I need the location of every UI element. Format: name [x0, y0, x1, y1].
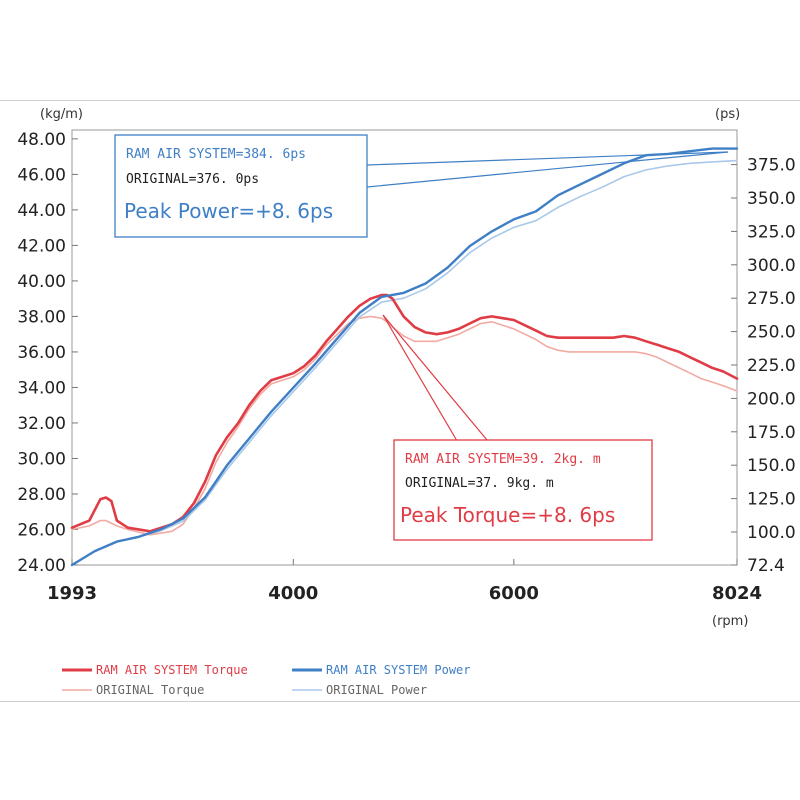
x-axis-unit: (rpm)	[712, 614, 748, 629]
right-tick-label: 350.0	[747, 189, 796, 209]
right-tick-label: 225.0	[747, 356, 796, 376]
left-tick-label: 34.00	[17, 378, 66, 398]
left-tick-label: 26.00	[17, 520, 66, 540]
legend-label-ram-torque: RAM AIR SYSTEM Torque	[96, 663, 248, 677]
right-tick-label: 300.0	[747, 256, 796, 276]
x-axis: 1993 4000 6000 8024	[47, 559, 762, 604]
right-tick-label: 250.0	[747, 323, 796, 343]
x-tick-label: 6000	[489, 583, 539, 604]
series-line-ram-air-system-torque	[70, 293, 739, 533]
right-tick-label: 100.0	[747, 523, 796, 543]
left-tick-label: 28.00	[17, 485, 66, 505]
power-original-value: ORIGINAL=376. 0ps	[126, 172, 259, 187]
left-tick-label: 38.00	[17, 307, 66, 327]
left-tick-label: 36.00	[17, 343, 66, 363]
right-axis: 72.4 100.0 125.0 150.0 175.0 200.0 225.0 250.0 2…	[731, 156, 796, 576]
legend-label-ram-power: RAM AIR SYSTEM Power	[326, 663, 471, 677]
right-axis-unit: (ps)	[715, 107, 740, 122]
right-tick-label: 275.0	[747, 289, 796, 309]
x-tick-label: 8024	[712, 583, 762, 604]
right-tick-label: 200.0	[747, 389, 796, 409]
left-tick-label: 46.00	[17, 165, 66, 185]
right-tick-label: 175.0	[747, 423, 796, 443]
series-layer	[70, 147, 739, 567]
series-line-ram-air-system-power	[70, 147, 739, 567]
peak-power-gain: Peak Power=+8. 6ps	[124, 199, 333, 223]
left-tick-label: 42.00	[17, 236, 66, 256]
left-tick-label: 40.00	[17, 272, 66, 292]
legend-label-original-torque: ORIGINAL Torque	[96, 683, 204, 697]
legend: RAM AIR SYSTEM Torque RAM AIR SYSTEM Pow…	[62, 663, 471, 697]
peak-torque-gain: Peak Torque=+8. 6ps	[400, 503, 615, 527]
left-axis-unit: (kg/m)	[40, 107, 83, 122]
x-tick-label: 4000	[268, 583, 318, 604]
right-tick-label: 125.0	[747, 490, 796, 510]
right-tick-label: 325.0	[747, 222, 796, 242]
left-tick-label: 24.00	[17, 556, 66, 576]
left-tick-label: 30.00	[17, 449, 66, 469]
torque-callout-box: RAM AIR SYSTEM=39. 2kg. m ORIGINAL=37. 9…	[393, 439, 653, 541]
torque-ram-air-value: RAM AIR SYSTEM=39. 2kg. m	[405, 452, 601, 467]
torque-original-value: ORIGINAL=37. 9kg. m	[405, 476, 554, 491]
right-tick-label: 72.4	[747, 556, 785, 576]
series-line-original-torque	[71, 315, 738, 536]
plot-area	[71, 129, 738, 566]
left-tick-label: 48.00	[17, 130, 66, 150]
power-ram-air-value: RAM AIR SYSTEM=384. 6ps	[126, 147, 306, 162]
left-tick-label: 44.00	[17, 201, 66, 221]
left-axis: 24.00 26.00 28.00 30.00 32.00 34.00 36.00 38.00…	[17, 130, 78, 576]
x-tick-label: 1993	[47, 583, 97, 604]
right-tick-label: 150.0	[747, 456, 796, 476]
legend-label-original-power: ORIGINAL Power	[326, 683, 427, 697]
power-callout-leaders	[366, 151, 729, 188]
left-tick-label: 32.00	[17, 414, 66, 434]
chart-frame	[0, 100, 800, 702]
power-callout-box: RAM AIR SYSTEM=384. 6ps ORIGINAL=376. 0p…	[114, 134, 368, 238]
right-tick-label: 375.0	[747, 156, 796, 176]
series-line-original-power	[71, 159, 738, 566]
